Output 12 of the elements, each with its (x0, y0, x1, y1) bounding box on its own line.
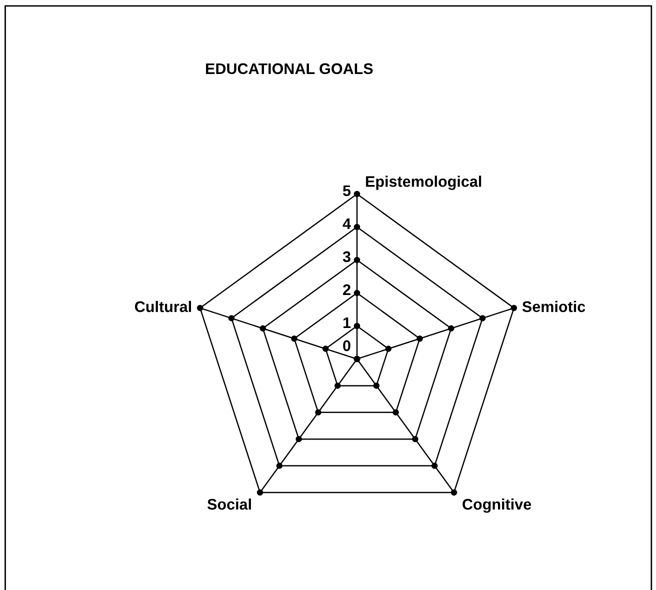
spoke-label: Cultural (134, 300, 191, 312)
y-tick-label: 2 (343, 284, 350, 295)
y-tick-label: 1 (343, 317, 351, 328)
spoke-label: Cognitive (462, 498, 532, 513)
y-tick-label: 3 (342, 251, 350, 262)
y-tick-label: 5 (342, 185, 351, 196)
spoke-label: Epistemological (366, 176, 482, 190)
spoke-label: Social (207, 498, 251, 510)
spoke-label: Semiotic (522, 300, 586, 312)
chart-title: EDUCATIONAL GOALS (206, 63, 373, 74)
y-tick-label: 0 (343, 340, 350, 352)
y-tick-label: 4 (342, 218, 351, 229)
